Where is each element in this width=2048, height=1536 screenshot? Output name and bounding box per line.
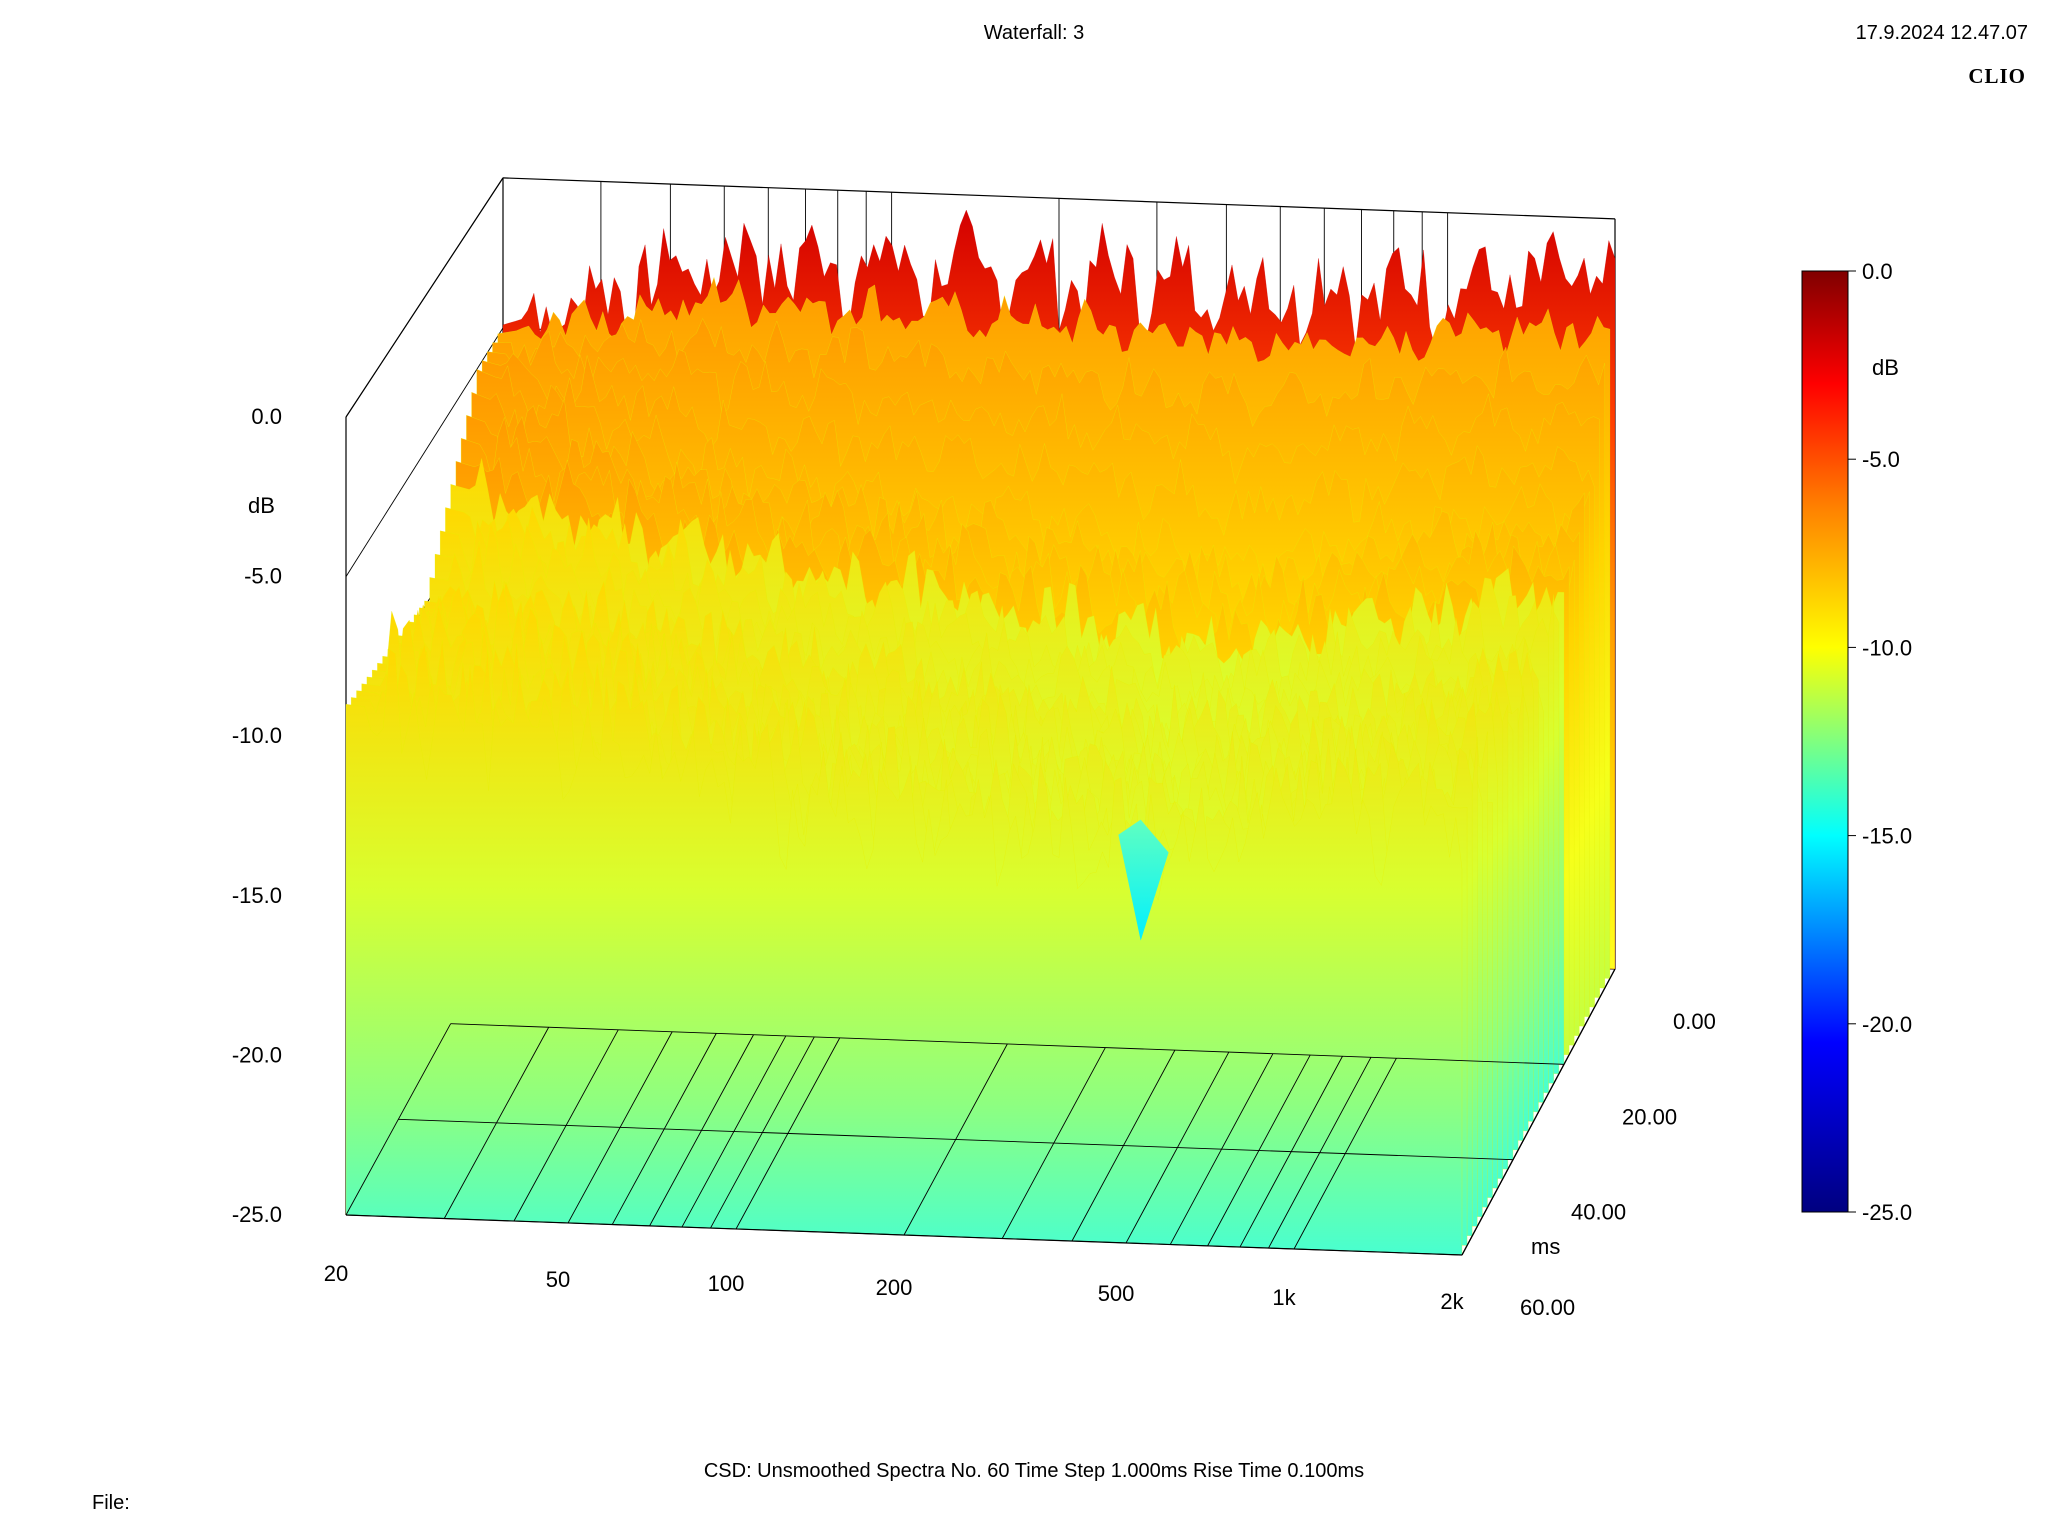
waterfall-surface — [345, 209, 1616, 1257]
floor-time-line-front — [398, 1118, 1514, 1161]
z-tick-label: 0.00 — [1673, 1009, 1716, 1034]
y-tick-label: -15.0 — [232, 883, 282, 908]
x-tick-label: 100 — [708, 1271, 745, 1296]
colorbar-unit-label: dB — [1872, 355, 1899, 380]
z-axis-title: ms — [1531, 1234, 1560, 1259]
brand-logo: CLIO — [1968, 64, 2026, 88]
x-tick-label: 1k — [1272, 1285, 1296, 1310]
floor-grid-line-front — [345, 1023, 452, 1216]
timestamp: 17.9.2024 12.47.07 — [1855, 22, 2028, 44]
colorbar-tick-label: -15.0 — [1862, 824, 1912, 849]
z-tick-label: 20.00 — [1622, 1104, 1677, 1129]
left-wall-db-line — [345, 177, 504, 418]
colorbar-tick-label: -10.0 — [1862, 635, 1912, 660]
colorbar — [1801, 270, 1849, 1213]
y-tick-label: -10.0 — [232, 723, 282, 748]
colorbar-tick-label: -25.0 — [1862, 1200, 1912, 1225]
z-tick-label: 60.00 — [1520, 1295, 1575, 1320]
x-tick-label: 50 — [546, 1267, 570, 1292]
y-tick-label: -5.0 — [244, 564, 282, 589]
floor-front-edge-top — [345, 1214, 1463, 1256]
colorbar-tick-label: -20.0 — [1862, 1012, 1912, 1037]
measurement-info: CSD: Unsmoothed Spectra No. 60 Time Step… — [703, 1460, 1365, 1482]
x-tick-label: 2k — [1440, 1289, 1464, 1314]
waterfall-slice — [345, 648, 1463, 1256]
chart-title: Waterfall: 3 — [983, 22, 1085, 44]
floor-time-line-front — [450, 1023, 1565, 1065]
x-tick-label: 200 — [876, 1275, 913, 1300]
y-tick-label: -20.0 — [232, 1042, 282, 1067]
z-tick-label: 40.00 — [1571, 1200, 1626, 1225]
resonance-dip — [1118, 819, 1169, 941]
file-label: File: — [92, 1492, 130, 1514]
x-tick-label: 500 — [1098, 1281, 1135, 1306]
axis-ticks: 0.0 -5.0 -10.0 -15.0 -20.0 -25.0 20 50 100 200 500… — [232, 404, 1716, 1320]
colorbar-ticks: 0.0 -5.0 -10.0 -15.0 -20.0 -25.0 — [1848, 259, 1912, 1225]
y-tick-label: -25.0 — [232, 1202, 282, 1227]
y-axis-title: dB — [248, 493, 275, 518]
y-tick-label: 0.0 — [251, 404, 282, 429]
colorbar-tick-label: 0.0 — [1862, 259, 1893, 284]
x-tick-label: 20 — [324, 1261, 348, 1286]
colorbar-tick-label: -5.0 — [1862, 447, 1900, 472]
floor-right-edge-top — [1461, 968, 1616, 1256]
